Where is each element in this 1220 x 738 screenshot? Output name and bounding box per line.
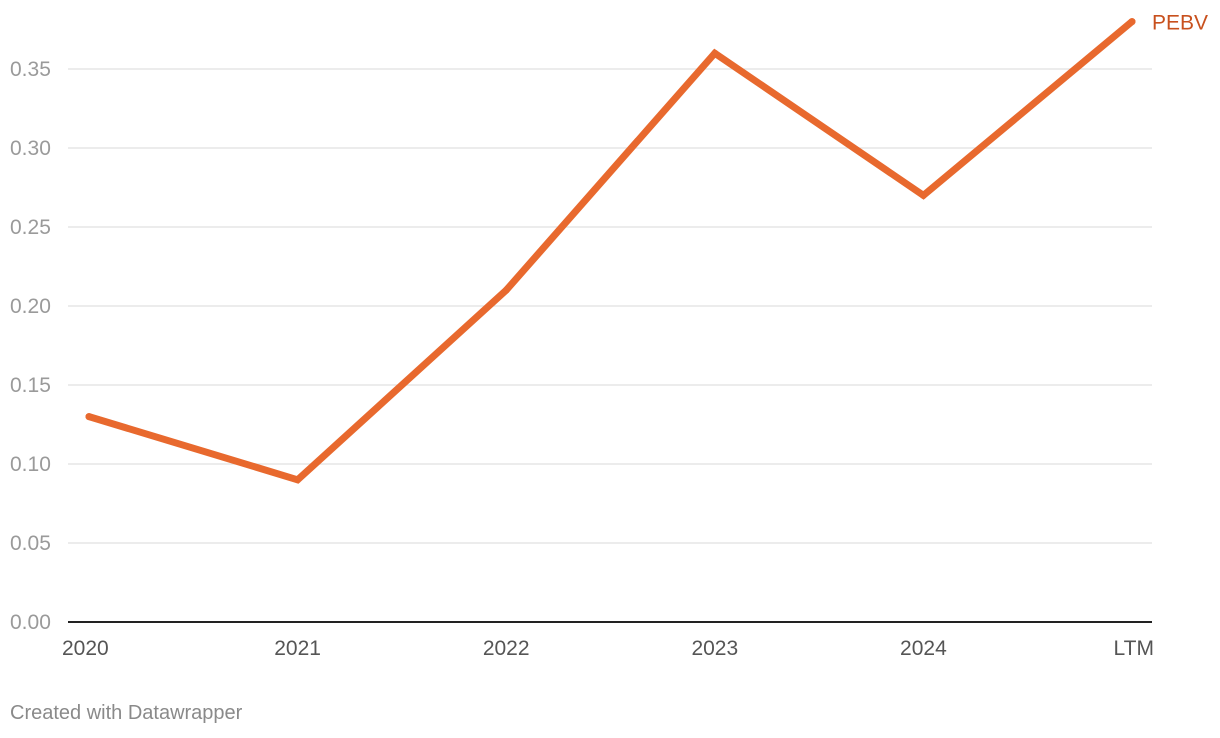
series-lines: PEBV <box>85 12 1208 484</box>
y-tick-label: 0.15 <box>10 374 51 397</box>
y-tick-label: 0.35 <box>10 58 51 81</box>
y-tick-label: 0.10 <box>10 453 51 476</box>
data-point <box>294 476 302 484</box>
data-point <box>1128 18 1136 26</box>
x-tick-label: 2020 <box>62 637 109 660</box>
y-tick-label: 0.25 <box>10 216 51 239</box>
x-tick-label: LTM <box>1114 637 1154 660</box>
y-tick-label: 0.20 <box>10 295 51 318</box>
series-label: PEBV <box>1152 12 1208 35</box>
x-tick-label: 2021 <box>274 637 321 660</box>
y-axis-ticks: 0.00 0.05 0.10 0.15 0.20 0.25 0.30 0.35 <box>10 58 51 634</box>
x-tick-label: 2022 <box>483 637 530 660</box>
data-point <box>919 191 927 199</box>
data-point <box>85 413 93 421</box>
x-tick-label: 2024 <box>900 637 947 660</box>
y-tick-label: 0.00 <box>10 611 51 634</box>
line-chart: 0.000.050.100.150.200.250.300.35 2020 202… <box>10 12 1208 660</box>
grid-lines <box>68 68 1152 623</box>
y-tick-label: 0.30 <box>10 137 51 160</box>
x-tick-label: 2023 <box>691 637 738 660</box>
x-axis-ticks: 2020 2021 2022 2023 2024 LTM <box>62 637 1154 660</box>
series-line <box>85 18 1136 484</box>
credit-text: Created with Datawrapper <box>10 702 243 724</box>
data-point <box>711 49 719 57</box>
y-tick-label: 0.05 <box>10 532 51 555</box>
data-point <box>502 286 510 294</box>
